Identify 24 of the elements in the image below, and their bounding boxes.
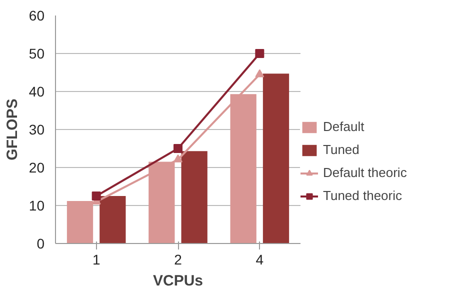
point	[174, 144, 182, 153]
x-axis-title: VCPUs	[152, 272, 204, 290]
y-tick-label: 0	[36, 236, 45, 252]
y-tick-label: 10	[28, 198, 45, 214]
x-tick-label: 2	[174, 252, 182, 268]
point	[92, 192, 101, 200]
y-tick-label: 60	[28, 8, 45, 24]
point	[255, 49, 264, 58]
y-axis-title: GFLOPS	[4, 98, 21, 160]
legend-label: Default	[323, 119, 364, 134]
x-tick-label: 4	[256, 252, 264, 268]
point	[255, 69, 264, 78]
legend-label: Tuned theoric	[323, 188, 402, 203]
bar	[262, 74, 290, 244]
y-tick-label: 40	[28, 84, 45, 100]
y-tick-label: 30	[28, 122, 45, 138]
bar	[100, 196, 126, 244]
bar	[181, 151, 208, 244]
x-tick-label: 1	[92, 252, 100, 268]
y-tick-label: 50	[28, 46, 45, 62]
legend-label: Default theoric	[323, 165, 407, 180]
legend-label: Tuned	[323, 142, 360, 157]
y-tick-label: 20	[28, 160, 45, 176]
point	[174, 154, 182, 162]
